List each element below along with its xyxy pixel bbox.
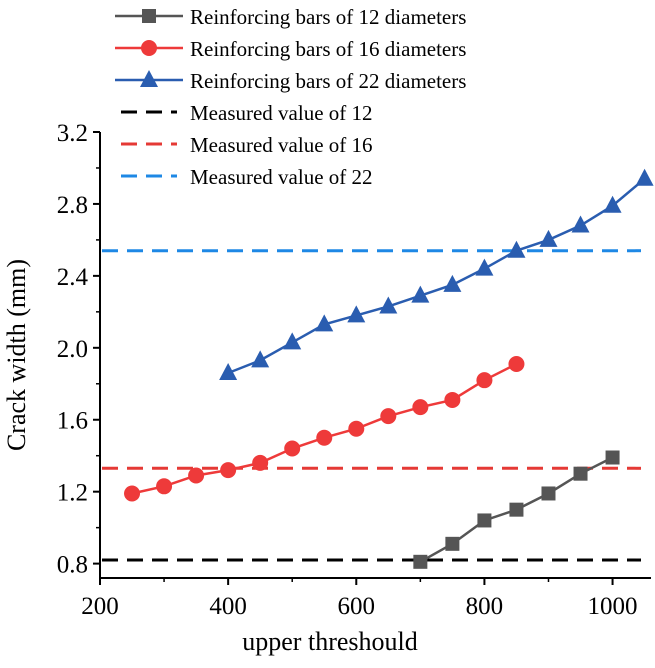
y-tick-label: 2.8 — [57, 192, 88, 219]
data-point — [475, 258, 494, 276]
reference-lines — [102, 249, 641, 562]
data-point — [379, 296, 398, 314]
data-point — [443, 274, 462, 292]
legend-label: Measured value of 16 — [190, 133, 373, 157]
x-tick-label: 800 — [466, 593, 504, 620]
x-tick-label: 1000 — [588, 593, 638, 620]
legend-label: Reinforcing bars of 22 diameters — [190, 69, 466, 93]
series-lines — [124, 168, 654, 569]
y-tick-label: 3.2 — [57, 120, 88, 147]
legend-marker — [141, 40, 157, 56]
x-tick-label: 400 — [209, 593, 247, 620]
y-axis-label: Crack width (mm) — [2, 259, 31, 451]
data-point — [411, 285, 430, 303]
data-point — [124, 485, 141, 502]
data-point — [188, 467, 205, 484]
data-point — [509, 502, 524, 517]
legend-marker — [140, 70, 158, 87]
data-point — [573, 466, 588, 481]
data-point — [507, 240, 526, 258]
legend-label: Reinforcing bars of 16 diameters — [190, 37, 466, 61]
y-axis-ticks: 0.8 1.2 1.6 2.0 2.4 2.8 3.2 — [57, 120, 100, 579]
data-point — [283, 332, 302, 350]
data-point — [605, 450, 620, 465]
y-tick-label: 2.0 — [57, 336, 88, 363]
data-point — [315, 314, 334, 332]
legend: Reinforcing bars of 12 diameters Reinforc… — [115, 5, 466, 189]
x-tick-label: 600 — [338, 593, 376, 620]
data-point — [445, 536, 460, 551]
data-point — [380, 408, 397, 425]
x-axis-label: upper threshould — [242, 627, 417, 656]
data-point — [347, 305, 366, 323]
legend-marker — [142, 9, 156, 23]
data-point — [219, 362, 238, 380]
data-point — [477, 513, 492, 528]
y-tick-label: 2.4 — [57, 264, 89, 291]
legend-label: Measured value of 12 — [190, 101, 373, 125]
data-point — [413, 554, 428, 569]
legend-label: Reinforcing bars of 12 diameters — [190, 5, 466, 29]
data-point — [635, 168, 654, 186]
plot-frame — [99, 132, 651, 579]
data-point — [476, 372, 493, 389]
data-point — [348, 420, 365, 437]
data-point — [284, 440, 301, 457]
data-point — [412, 399, 429, 416]
y-tick-label: 0.8 — [57, 552, 88, 579]
data-point — [220, 462, 237, 479]
data-point — [156, 478, 173, 495]
data-point — [539, 229, 558, 247]
x-tick-label: 200 — [81, 593, 119, 620]
data-point — [444, 391, 461, 408]
legend-label: Measured value of 22 — [190, 165, 373, 189]
data-point — [541, 486, 556, 501]
y-tick-label: 1.2 — [57, 480, 88, 507]
data-point — [252, 454, 269, 471]
data-point — [508, 355, 525, 372]
data-point — [251, 350, 270, 368]
y-tick-label: 1.6 — [57, 408, 88, 435]
x-axis-ticks: 200 400 600 800 1000 — [81, 578, 638, 620]
data-point — [316, 429, 333, 446]
data-point — [603, 195, 622, 213]
data-point — [571, 215, 590, 233]
